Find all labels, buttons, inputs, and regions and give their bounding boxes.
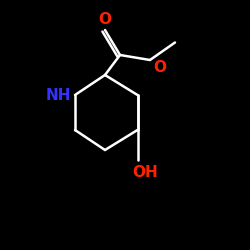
Text: NH: NH	[46, 88, 72, 102]
Text: O: O	[154, 60, 166, 75]
Text: O: O	[98, 12, 112, 28]
Text: OH: OH	[132, 165, 158, 180]
